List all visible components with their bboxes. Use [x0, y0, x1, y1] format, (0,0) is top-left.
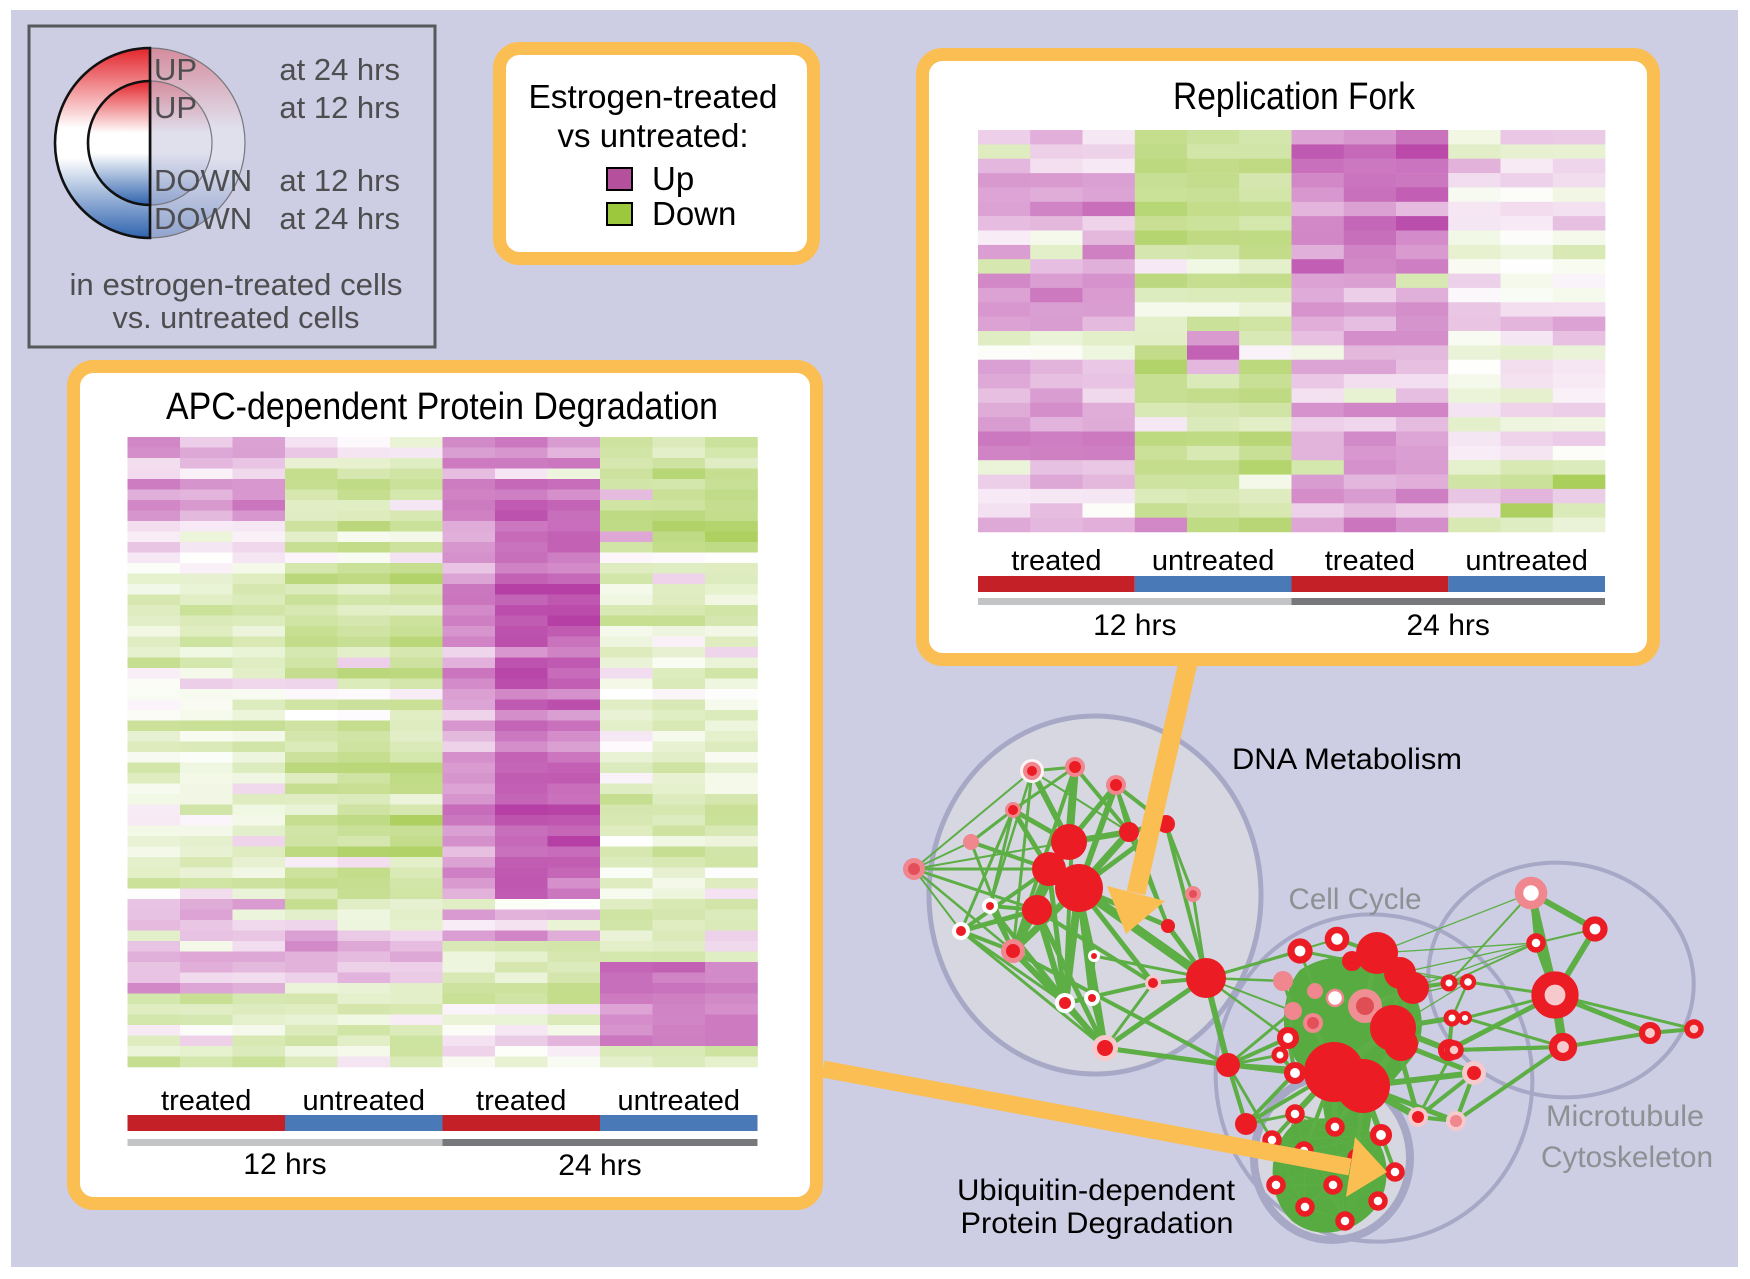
svg-text:Replication Fork: Replication Fork — [1173, 76, 1416, 118]
svg-text:treated: treated — [476, 1085, 566, 1117]
svg-text:untreated: untreated — [1152, 545, 1275, 577]
svg-text:Ubiquitin-dependent: Ubiquitin-dependent — [957, 1174, 1236, 1207]
svg-text:in estrogen-treated cells: in estrogen-treated cells — [70, 267, 403, 302]
svg-text:vs untreated:: vs untreated: — [558, 117, 749, 154]
svg-text:treated: treated — [1325, 545, 1415, 577]
svg-text:Microtubule: Microtubule — [1546, 1100, 1704, 1133]
svg-text:Up: Up — [652, 160, 694, 197]
svg-text:Protein Degradation: Protein Degradation — [961, 1207, 1234, 1240]
svg-text:12 hrs: 12 hrs — [1093, 609, 1176, 642]
svg-text:UP: UP — [154, 90, 197, 125]
svg-text:at 12 hrs: at 12 hrs — [279, 90, 400, 125]
svg-text:DNA Metabolism: DNA Metabolism — [1232, 743, 1462, 776]
svg-text:UP: UP — [154, 52, 197, 87]
svg-text:APC-dependent Protein Degradat: APC-dependent Protein Degradation — [166, 386, 718, 428]
svg-text:DOWN: DOWN — [154, 163, 252, 198]
svg-text:at 24 hrs: at 24 hrs — [279, 52, 400, 87]
svg-text:Estrogen-treated: Estrogen-treated — [529, 78, 778, 115]
svg-text:12 hrs: 12 hrs — [243, 1148, 326, 1181]
svg-text:untreated: untreated — [618, 1085, 741, 1117]
svg-text:24 hrs: 24 hrs — [558, 1149, 641, 1182]
svg-text:24 hrs: 24 hrs — [1407, 609, 1490, 642]
svg-text:vs. untreated cells: vs. untreated cells — [113, 300, 360, 335]
svg-text:Down: Down — [652, 195, 736, 232]
svg-text:treated: treated — [161, 1085, 251, 1117]
svg-text:Cytoskeleton: Cytoskeleton — [1541, 1141, 1713, 1174]
svg-text:at 12 hrs: at 12 hrs — [279, 163, 400, 198]
svg-text:DOWN: DOWN — [154, 201, 252, 236]
svg-text:untreated: untreated — [1465, 545, 1588, 577]
svg-text:at 24 hrs: at 24 hrs — [279, 201, 400, 236]
svg-text:untreated: untreated — [303, 1085, 426, 1117]
svg-text:Cell Cycle: Cell Cycle — [1289, 883, 1422, 916]
svg-text:treated: treated — [1011, 545, 1101, 577]
